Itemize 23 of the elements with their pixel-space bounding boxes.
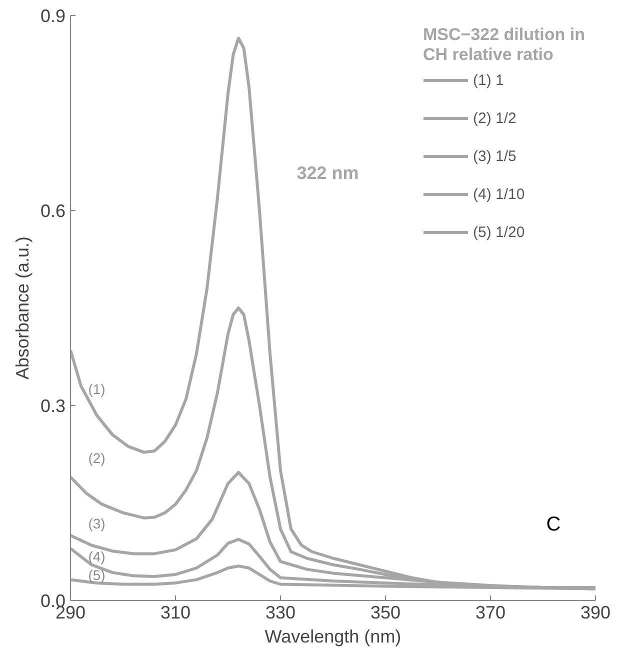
legend-label: (4) 1/10 [473, 186, 525, 202]
annotation: (4) [88, 548, 106, 565]
y-tick-label: 0.3 [40, 396, 66, 416]
x-tick-label: 370 [475, 602, 506, 622]
annotation: (5) [88, 566, 106, 583]
annotation: (1) [88, 380, 106, 397]
x-tick-label: 350 [370, 602, 401, 622]
legend-label: (3) 1/5 [473, 148, 516, 164]
legend-label: (1) 1 [473, 72, 504, 88]
x-tick-label: 310 [160, 602, 191, 622]
annotation: C [546, 513, 561, 536]
annotation: (3) [88, 516, 106, 532]
annotation: (2) [88, 450, 106, 466]
legend-label: (5) 1/20 [473, 224, 525, 240]
x-tick-label: 330 [265, 602, 296, 622]
x-tick-label: 390 [580, 602, 611, 622]
x-axis-title: Wavelength (nm) [264, 626, 402, 646]
annotation: 322 nm [296, 163, 359, 184]
legend-title: MSC−322 dilution in CH relative ratio [423, 25, 585, 65]
y-axis-title: Absorbance (a.u.) [12, 236, 32, 380]
legend-label: (2) 1/2 [473, 110, 516, 126]
y-tick-label: 0.9 [40, 6, 66, 26]
y-tick-label: 0.6 [40, 201, 66, 221]
